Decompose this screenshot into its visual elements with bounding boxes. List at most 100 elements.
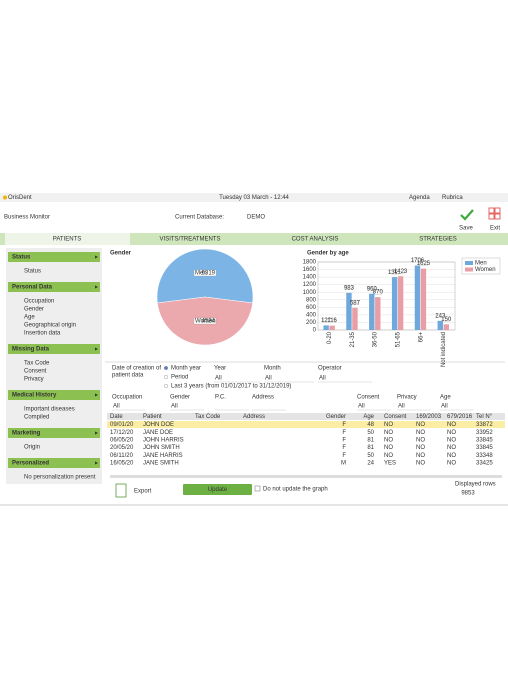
x-tick-label: 21-35 bbox=[350, 331, 356, 347]
section-item[interactable]: Occupation bbox=[24, 299, 54, 305]
field-label: P.C. bbox=[215, 395, 226, 401]
bar-label: 960 bbox=[367, 286, 378, 292]
rubrica-link[interactable]: Rubrica bbox=[442, 195, 463, 201]
table-cell: JANE SMITH bbox=[143, 461, 179, 467]
update-button[interactable] bbox=[183, 484, 252, 495]
section-item[interactable]: Important diseases bbox=[24, 407, 75, 413]
field-value[interactable]: All bbox=[441, 404, 448, 410]
selected-row bbox=[107, 421, 505, 428]
section-item[interactable]: No personalization present bbox=[24, 475, 96, 481]
section-item[interactable]: Age bbox=[24, 315, 35, 321]
bar-label: 870 bbox=[373, 290, 384, 296]
table-cell: 33872 bbox=[476, 422, 493, 428]
filter-label: patient data bbox=[112, 373, 144, 379]
table-cell: F bbox=[342, 422, 346, 428]
bar-label-box bbox=[328, 318, 337, 323]
tab[interactable]: PATIENTS bbox=[53, 237, 81, 243]
section-header[interactable] bbox=[8, 252, 100, 262]
section-title[interactable]: Personal Data bbox=[12, 285, 53, 291]
update-label[interactable]: Update bbox=[208, 487, 228, 493]
field-value[interactable]: All bbox=[215, 376, 222, 382]
table-cell: NO bbox=[447, 430, 456, 436]
field-label: Gender bbox=[170, 395, 190, 401]
field-value[interactable]: All bbox=[358, 404, 365, 410]
bar-label: 1398 bbox=[388, 270, 402, 276]
field-label: Operator bbox=[318, 366, 342, 372]
radio[interactable] bbox=[163, 384, 168, 389]
table-cell: JOHN HARRIS bbox=[143, 437, 184, 443]
section-item[interactable]: Status bbox=[24, 269, 41, 275]
field-label: Age bbox=[440, 395, 451, 401]
radio-label[interactable]: Month year bbox=[171, 366, 201, 372]
section-title[interactable]: Medical History bbox=[12, 393, 57, 399]
export-label[interactable]: Export bbox=[134, 489, 152, 495]
save-icon[interactable] bbox=[460, 209, 474, 221]
section-title[interactable]: Marketing bbox=[12, 431, 41, 437]
bar-label: 587 bbox=[350, 300, 361, 306]
table-cell: 33845 bbox=[476, 445, 493, 451]
export-icon[interactable] bbox=[115, 483, 127, 498]
section-item[interactable]: Consent bbox=[24, 369, 47, 375]
section-header[interactable] bbox=[8, 458, 100, 468]
field-value[interactable]: All bbox=[319, 376, 326, 382]
bar bbox=[375, 297, 381, 330]
bar-label: 1706 bbox=[411, 258, 425, 264]
displayed-rows: 9853 bbox=[461, 491, 475, 497]
table-cell: NO bbox=[447, 422, 456, 428]
collapse-icon: ▸ bbox=[95, 347, 98, 353]
field-value[interactable]: All bbox=[171, 404, 178, 410]
section-item[interactable]: Compiled bbox=[24, 415, 49, 421]
bar bbox=[443, 324, 449, 330]
table-cell: NO bbox=[447, 445, 456, 451]
bar bbox=[346, 292, 352, 330]
table-cell: NO bbox=[416, 430, 425, 436]
radio-label[interactable]: Period bbox=[171, 375, 188, 381]
bar-label: 1625 bbox=[417, 261, 431, 267]
table-cell: NO bbox=[416, 437, 425, 443]
field-label: Year bbox=[214, 366, 226, 372]
section-header[interactable] bbox=[8, 428, 100, 438]
bar-label-box bbox=[442, 317, 451, 322]
section-header[interactable] bbox=[8, 282, 100, 292]
section-title[interactable]: Personalized bbox=[12, 461, 49, 467]
radio[interactable] bbox=[163, 375, 168, 380]
exit-icon[interactable] bbox=[488, 207, 501, 220]
field-label: Privacy bbox=[397, 395, 417, 401]
section-item[interactable]: Privacy bbox=[24, 377, 44, 383]
active-tab bbox=[5, 233, 130, 245]
checkbox-label[interactable]: Do not update the graph bbox=[263, 487, 328, 493]
app-name: OrisDent bbox=[8, 195, 32, 201]
agenda-link[interactable]: Agenda bbox=[409, 195, 430, 201]
section-item[interactable]: Gender bbox=[24, 307, 44, 313]
radio-label[interactable]: Last 3 years (from 01/01/2017 to 31/12/2… bbox=[171, 384, 291, 390]
tab[interactable]: VISITS/TREATMENTS bbox=[160, 237, 221, 243]
collapse-icon: ▸ bbox=[95, 285, 98, 291]
field-value[interactable]: All bbox=[265, 376, 272, 382]
exit-label[interactable]: Exit bbox=[490, 226, 500, 232]
bar bbox=[352, 307, 358, 330]
checkbox[interactable] bbox=[254, 485, 261, 492]
tab[interactable]: COST ANALYSIS bbox=[292, 237, 339, 243]
field-value[interactable]: All bbox=[113, 404, 120, 410]
table-cell: NO bbox=[384, 430, 393, 436]
table-cell: NO bbox=[416, 453, 425, 459]
section-item[interactable]: Insertion data bbox=[24, 331, 61, 337]
section-header[interactable] bbox=[8, 390, 100, 400]
section-header[interactable] bbox=[8, 344, 100, 354]
table-cell: NO bbox=[416, 445, 425, 451]
radio[interactable] bbox=[163, 366, 168, 371]
bar-label-box bbox=[345, 285, 353, 290]
save-label[interactable]: Save bbox=[459, 226, 473, 232]
section-title[interactable]: Missing Data bbox=[12, 347, 50, 353]
scrollbar[interactable] bbox=[110, 475, 502, 478]
section-item[interactable]: Tax Code bbox=[24, 361, 50, 367]
section-title[interactable]: Status bbox=[12, 255, 31, 261]
table-cell: NO bbox=[384, 453, 393, 459]
tab[interactable]: STRATEGIES bbox=[419, 237, 457, 243]
table-cell: NO bbox=[447, 461, 456, 467]
table-cell: NO bbox=[416, 422, 425, 428]
section-item[interactable]: Geographical origin bbox=[24, 323, 76, 329]
column-header: Patient bbox=[143, 414, 162, 420]
section-item[interactable]: Origin bbox=[24, 445, 40, 451]
field-value[interactable]: All bbox=[398, 404, 405, 410]
